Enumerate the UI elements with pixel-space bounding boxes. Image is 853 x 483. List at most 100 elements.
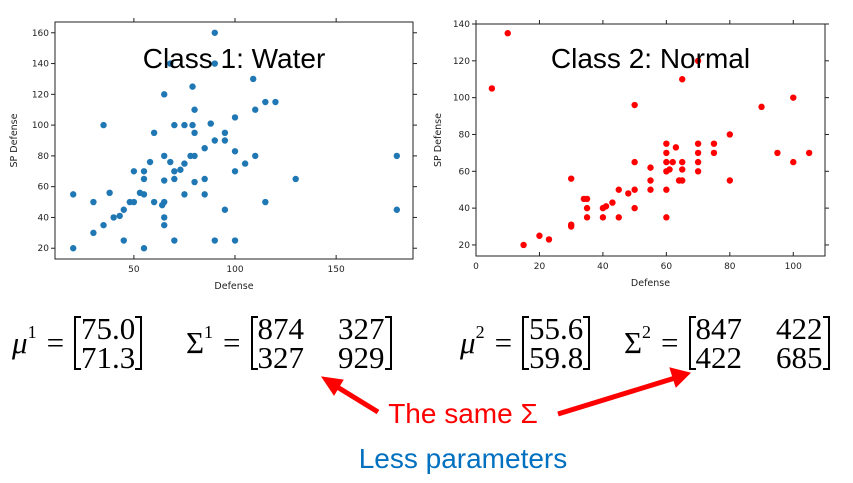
data-point: [189, 83, 196, 90]
data-point: [615, 186, 622, 193]
data-point: [70, 245, 77, 252]
data-point: [805, 149, 813, 157]
equals-sign: =: [494, 325, 513, 360]
same-sigma-note: The same Σ: [388, 398, 538, 429]
data-point: [158, 201, 166, 209]
data-point: [631, 158, 638, 166]
y-tick-label: 80: [38, 152, 50, 162]
x-tick-label: 20: [534, 262, 546, 272]
data-point: [120, 237, 127, 244]
data-point: [181, 191, 188, 198]
chart-title: Class 1: Water: [143, 43, 326, 74]
data-point: [211, 237, 218, 244]
data-point: [201, 175, 208, 183]
data-point: [110, 214, 117, 221]
data-point: [140, 191, 148, 198]
y-tick-label: 40: [38, 213, 50, 223]
y-tick-label: 60: [38, 183, 50, 193]
data-point: [171, 237, 178, 244]
data-point: [694, 158, 702, 166]
chart-title: Class 2: Normal: [551, 43, 750, 74]
data-point: [106, 189, 113, 197]
x-axis-label: Defense: [631, 278, 670, 289]
sigma2-symbol: Σ2: [624, 321, 652, 360]
data-point: [189, 121, 196, 129]
data-point: [241, 160, 249, 167]
data-point: [231, 148, 239, 155]
mu2-symbol: μ2: [460, 321, 485, 360]
data-point: [609, 199, 616, 206]
x-tick-label: 60: [661, 262, 673, 272]
data-point: [231, 168, 239, 175]
data-point: [221, 206, 229, 213]
data-point: [504, 30, 511, 37]
data-point: [100, 121, 107, 129]
data-point: [177, 166, 184, 173]
data-point: [171, 121, 178, 129]
data-point: [647, 164, 654, 171]
x-tick-label: 100: [226, 265, 243, 275]
data-point: [252, 152, 259, 160]
matrix-cell: 422: [695, 340, 743, 375]
mu1-symbol: μ1: [12, 321, 37, 360]
data-point: [726, 177, 734, 184]
arrow-right-icon: [557, 375, 676, 417]
data-point: [663, 149, 670, 157]
x-tick-label: 100: [785, 262, 802, 272]
data-point: [790, 94, 797, 101]
data-point: [672, 144, 680, 151]
data-point: [567, 223, 575, 230]
data-point: [631, 101, 638, 109]
y-tick-label: 140: [32, 60, 49, 70]
data-point: [130, 168, 138, 175]
data-point: [150, 129, 158, 137]
matrix-cell: 327: [257, 340, 305, 375]
data-point: [161, 91, 168, 98]
data-point: [669, 158, 676, 166]
data-point: [146, 158, 154, 166]
y-axis-label: SP Defense: [9, 113, 20, 167]
data-point: [167, 60, 174, 67]
matrix-cell: 874: [257, 311, 305, 346]
data-point: [536, 232, 543, 239]
data-point: [161, 221, 168, 229]
x-tick-label: 150: [328, 265, 345, 275]
data-point: [231, 237, 239, 244]
data-point: [726, 131, 734, 138]
data-point: [567, 175, 575, 182]
y-tick-label: 20: [459, 241, 471, 251]
y-tick-label: 80: [459, 130, 471, 140]
y-tick-label: 40: [459, 204, 471, 214]
arrow-left-head-icon: [320, 376, 344, 396]
data-point: [666, 166, 673, 173]
arrow-left-icon: [332, 382, 380, 415]
y-tick-label: 20: [38, 244, 50, 254]
y-tick-label: 120: [453, 57, 470, 67]
equals-sign: =: [223, 325, 241, 360]
data-point: [663, 158, 670, 166]
plot-frame: [475, 23, 826, 257]
data-point: [191, 106, 198, 113]
data-point: [90, 229, 97, 237]
data-point: [583, 204, 591, 212]
matrix-cell: 929: [338, 340, 385, 375]
x-tick-label: 50: [128, 265, 140, 275]
matrix-cell: 75.0: [81, 311, 136, 346]
data-point: [221, 137, 229, 144]
data-point: [694, 57, 702, 65]
data-point: [211, 29, 218, 36]
data-point: [583, 195, 591, 203]
data-point: [262, 198, 269, 206]
y-tick-label: 140: [453, 20, 470, 30]
x-axis-label: Defense: [214, 281, 253, 292]
data-point: [679, 158, 686, 166]
data-point: [647, 186, 654, 193]
data-point: [631, 186, 638, 193]
mu1-equation: μ1 = 75.0 71.3: [12, 311, 143, 373]
matrix-cell: 685: [776, 340, 823, 375]
data-point: [161, 177, 168, 184]
chart-2: 0 20 40 60 80 100 20 40 60 80 100 120 140 Defense SP D…: [433, 20, 829, 289]
equals-sign: =: [46, 325, 65, 360]
sigma2-matrix: 847 422 422 685: [688, 313, 830, 375]
data-point: [140, 168, 148, 175]
